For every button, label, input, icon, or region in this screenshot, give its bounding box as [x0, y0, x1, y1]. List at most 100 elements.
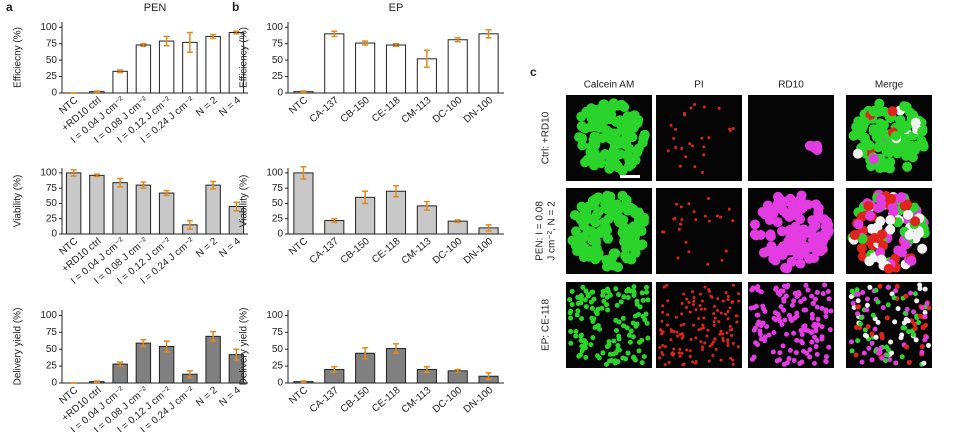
cell-signal — [758, 247, 769, 258]
cell-signal — [590, 289, 596, 295]
cell-signal — [726, 338, 730, 342]
cell-signal — [807, 347, 813, 353]
cell-signal — [919, 344, 925, 350]
cell-signal — [677, 351, 681, 355]
cell-signal — [617, 190, 628, 201]
cell-signal — [734, 314, 738, 318]
cell-signal — [576, 111, 587, 122]
cell-signal — [691, 144, 695, 148]
cell-signal — [888, 339, 894, 345]
cell-signal — [736, 345, 740, 349]
cell-signal — [587, 155, 598, 166]
cell-signal — [757, 331, 763, 337]
x-tick-label: CA-137 — [308, 385, 341, 416]
cell-signal — [705, 334, 709, 338]
cell-signal — [657, 356, 661, 360]
cell-signal — [726, 298, 730, 302]
cell-signal — [862, 327, 868, 333]
y-axis-label: Viability (%) — [239, 175, 250, 228]
y-tick-label: 25 — [272, 361, 284, 372]
y-tick-label: 25 — [272, 71, 284, 82]
cell-signal — [785, 230, 796, 241]
cell-signal — [643, 311, 649, 317]
cell-signal — [719, 329, 723, 333]
cell-signal — [672, 136, 676, 140]
cell-signal — [891, 295, 897, 301]
cell-signal — [679, 205, 683, 209]
cell-signal — [703, 285, 707, 289]
cell-signal — [711, 353, 715, 357]
cell-signal — [731, 362, 735, 366]
cell-signal — [896, 192, 907, 203]
cell-signal — [639, 212, 650, 223]
cell-signal — [728, 127, 732, 131]
cell-signal — [762, 308, 768, 314]
cell-signal — [679, 323, 683, 327]
cell-signal — [812, 334, 818, 340]
cell-signal — [631, 292, 637, 298]
bar — [158, 40, 175, 94]
micrograph — [846, 188, 932, 274]
cell-signal — [895, 306, 901, 312]
cell-signal — [636, 348, 642, 354]
cell-signal — [629, 117, 640, 128]
cell-signal — [700, 170, 704, 174]
cell-signal — [680, 146, 684, 150]
cell-signal — [568, 340, 574, 346]
cell-signal — [591, 132, 602, 143]
cell-signal — [621, 323, 627, 329]
row-label: Ctrl: +RD10 — [541, 111, 552, 164]
cell-signal — [848, 294, 854, 300]
cell-signal — [912, 321, 918, 327]
cell-signal — [917, 286, 923, 292]
error-bar — [140, 338, 147, 348]
cell-signal — [600, 292, 606, 298]
cell-signal — [917, 313, 923, 319]
cell-signal — [631, 284, 637, 290]
x-tick-label: CB-150 — [339, 385, 372, 416]
cell-signal — [903, 293, 909, 299]
cell-signal — [628, 328, 634, 334]
cell-signal — [599, 305, 605, 311]
cell-signal — [906, 255, 917, 266]
cell-signal — [584, 213, 595, 224]
cell-signal — [909, 144, 920, 155]
cell-signal — [859, 132, 870, 143]
cell-signal — [678, 347, 682, 351]
cell-signal — [617, 226, 628, 237]
cell-signal — [607, 134, 618, 145]
cell-signal — [721, 299, 725, 303]
y-tick-label: 75 — [46, 183, 58, 194]
cell-signal — [749, 219, 760, 230]
cell-signal — [585, 292, 591, 298]
cell-signal — [582, 345, 588, 351]
cell-signal — [906, 329, 912, 335]
cell-signal — [578, 338, 584, 344]
x-tick-label: N = 4 — [217, 95, 243, 119]
cell-signal — [662, 285, 666, 289]
chart-title: EP — [389, 2, 404, 14]
bar — [385, 44, 407, 94]
cell-signal — [858, 321, 864, 327]
image-background — [656, 188, 742, 274]
cell-signal — [604, 302, 610, 308]
cell-signal — [777, 357, 783, 363]
cell-signal — [822, 282, 828, 288]
cell-signal — [771, 329, 777, 335]
bar — [112, 182, 128, 235]
cell-signal — [760, 320, 766, 326]
cell-signal — [814, 304, 820, 310]
bar — [112, 70, 128, 94]
cell-signal — [618, 215, 629, 226]
cell-signal — [573, 333, 579, 339]
cell-signal — [909, 318, 915, 324]
bar — [447, 39, 468, 94]
cell-signal — [699, 327, 703, 331]
cell-signal — [794, 310, 800, 316]
cell-signal — [639, 337, 645, 343]
cell-signal — [579, 248, 590, 259]
cell-signal — [726, 344, 730, 348]
y-tick-label: 75 — [46, 38, 58, 49]
row-label: PEN: I = 0.08 — [535, 201, 546, 261]
